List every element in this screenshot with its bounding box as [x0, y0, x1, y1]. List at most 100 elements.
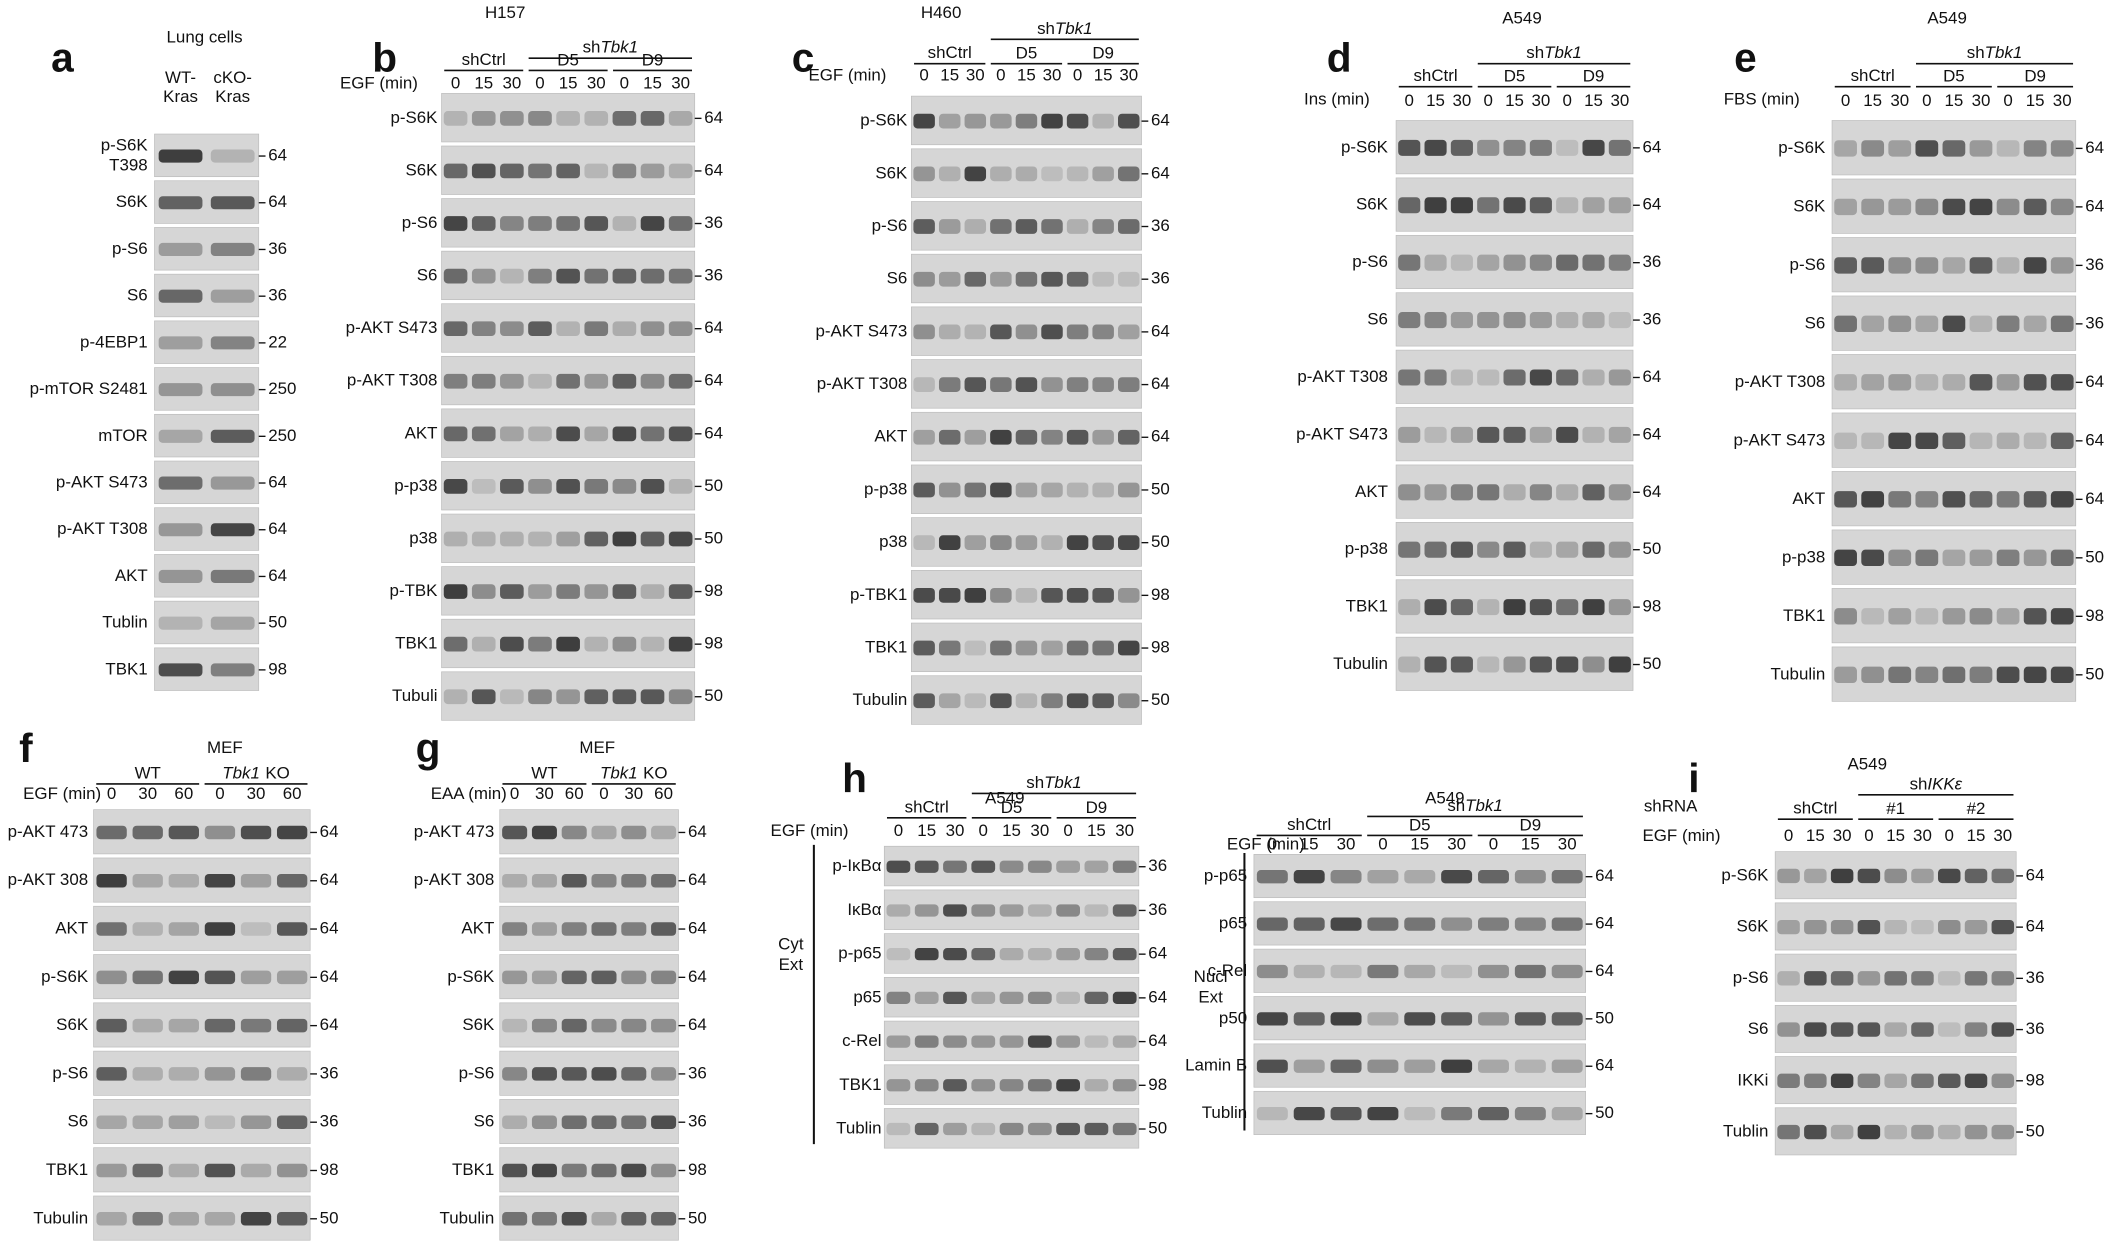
mw-label: 64	[1148, 1031, 1167, 1050]
mw-label: 64	[268, 566, 287, 585]
blot-band	[132, 873, 163, 888]
blot-band	[1969, 491, 1993, 508]
blot-band	[500, 426, 524, 442]
time-label: 0	[599, 784, 608, 803]
mw-label: 50	[2085, 664, 2104, 683]
blot-band	[913, 219, 935, 234]
blot-label: p-AKT 473	[8, 822, 89, 841]
time-label: 30	[535, 784, 554, 803]
blot-band	[1861, 432, 1885, 450]
mw-label: 98	[688, 1160, 707, 1179]
blot-band	[1056, 904, 1080, 917]
blot-label: S6	[127, 286, 148, 305]
mw-label: 64	[1151, 374, 1170, 393]
time-label: 0	[979, 821, 988, 840]
mw-label: 50	[688, 1208, 707, 1227]
blot-band	[1092, 693, 1114, 709]
blot-band	[1834, 491, 1857, 508]
time-label: 30	[1833, 826, 1852, 845]
mw-label: 64	[1148, 987, 1167, 1006]
blot-band	[168, 970, 199, 985]
blot-band	[1777, 868, 1800, 884]
blot-band	[1015, 219, 1038, 234]
blot-label: p-p38	[394, 476, 437, 495]
blot-band	[886, 1122, 911, 1136]
group-label-part: KO	[643, 764, 667, 783]
blot-label: Tublin	[1202, 1103, 1247, 1122]
mw-label: 36	[704, 266, 723, 285]
blot-band	[1118, 587, 1140, 603]
blot-label: p-p38	[1345, 539, 1388, 558]
blot-band	[1969, 198, 1993, 216]
blot-band	[1041, 482, 1063, 498]
blot-band	[914, 1122, 939, 1136]
mw-label: 98	[1151, 585, 1170, 604]
blot-band	[1478, 1107, 1509, 1121]
time-label: 30	[138, 784, 157, 803]
blot-band	[999, 860, 1024, 873]
group-label-part: sh	[1526, 44, 1544, 63]
blot-band	[1112, 904, 1137, 917]
blot-band	[1041, 429, 1063, 445]
blot-band	[1424, 139, 1447, 156]
blot-band	[1041, 166, 1063, 182]
time-label: 0	[1945, 826, 1954, 845]
blot-strip	[499, 1195, 679, 1241]
blot-band	[612, 216, 637, 231]
time-label: 15	[1863, 91, 1882, 110]
blot-label: p-S6K	[390, 108, 438, 127]
time-label: 60	[174, 784, 193, 803]
blot-label: p-S6	[1352, 252, 1388, 271]
group-label: WT	[135, 764, 161, 783]
blot-band	[1041, 535, 1063, 551]
mw-label: 50	[704, 476, 723, 495]
blot-band	[1041, 640, 1063, 656]
blot-band	[1293, 917, 1325, 931]
blot-band	[1834, 140, 1857, 157]
blot-band	[999, 904, 1024, 917]
blot-band	[1112, 1079, 1137, 1092]
blot-band	[1503, 312, 1526, 329]
blot-band	[1582, 312, 1605, 329]
blot-band	[1330, 917, 1362, 931]
mw-label: 36	[1148, 856, 1167, 875]
blot-label: p65	[853, 987, 881, 1006]
blot-band	[1529, 312, 1552, 329]
blot-band	[990, 219, 1012, 234]
mw-label: 64	[1642, 482, 1661, 501]
blot-strip	[93, 857, 311, 903]
blot-label: p-S6K	[1721, 865, 1769, 884]
blot-label: AKT	[1792, 489, 1825, 508]
blot-band	[1937, 1073, 1961, 1088]
blot-band	[1937, 971, 1961, 986]
blot-band	[1915, 491, 1939, 508]
blot-band	[640, 479, 665, 494]
blot-band	[612, 110, 637, 126]
blot-label: p-S6	[872, 216, 908, 235]
time-label: 30	[1030, 821, 1049, 840]
blot-band	[1861, 666, 1885, 684]
blot-band	[1911, 971, 1934, 986]
blot-band	[2050, 140, 2074, 157]
blot-band	[1404, 964, 1436, 979]
blot-band	[210, 196, 255, 210]
blot-band	[556, 584, 580, 599]
blot-band	[1857, 1124, 1881, 1140]
blot-band	[1404, 1059, 1436, 1073]
blot-label: p-AKT T308	[57, 519, 148, 538]
blot-band	[1041, 377, 1063, 392]
time-label: 15	[1426, 91, 1445, 110]
blot-band	[1777, 1073, 1800, 1088]
blot-band	[1556, 656, 1579, 673]
blot-band	[210, 569, 255, 583]
blot-band	[1027, 1079, 1052, 1092]
blot-band	[621, 873, 647, 888]
time-label: 60	[283, 784, 302, 803]
blot-band	[1551, 917, 1583, 931]
group-label: shCtrl	[928, 44, 972, 63]
blot-band	[1478, 917, 1509, 931]
blot-band	[471, 689, 496, 705]
blot-label: S6K	[1356, 195, 1389, 214]
blot-band	[210, 429, 255, 443]
blot-band	[990, 429, 1012, 445]
